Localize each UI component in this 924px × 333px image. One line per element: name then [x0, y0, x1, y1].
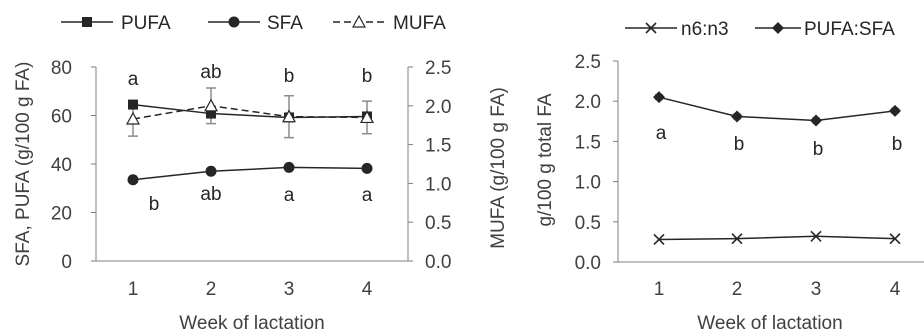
right-chart-y-tick-label: 1.5 [575, 132, 601, 153]
n6-n3-point [653, 233, 665, 246]
left-chart-y-tick-label: 60 [51, 107, 72, 128]
right-chart-x-tick-label: 3 [811, 279, 822, 300]
left-chart-right-tick-label: 1.0 [425, 174, 451, 195]
left-chart-x-tick-label: 1 [128, 279, 139, 300]
left-chart-y-tick-label: 20 [51, 204, 72, 225]
pufa-annotation: b [362, 66, 373, 87]
pufa-point [206, 108, 216, 119]
pufa-sfa-point [731, 110, 743, 123]
sfa-annotation: ab [200, 184, 221, 205]
mufa-point [125, 111, 141, 125]
pufa-sfa-annotation: b [813, 139, 824, 160]
right-chart-y-tick-label: 0.0 [575, 253, 601, 274]
legend-n6n3-label: n6:n3 [681, 19, 729, 40]
pufa-annotation: a [128, 69, 139, 90]
left-chart-right-tick-label: 0.0 [425, 252, 451, 273]
mufa-point [359, 110, 375, 124]
mufa-point [203, 98, 219, 112]
left-chart-y-tick-label: 80 [51, 58, 72, 79]
legend-pufa-sfa-label: PUFA:SFA [804, 19, 895, 40]
left-chart-x-tick-label: 3 [284, 279, 295, 300]
left-chart-y-tick-label: 0 [61, 252, 72, 273]
legend-pufa-label: PUFA [121, 13, 171, 34]
left-chart-right-axis-label: MUFA (g/100 g FA) [488, 87, 509, 249]
sfa-series-line [132, 166, 368, 181]
pufa-sfa-annotation: b [734, 134, 745, 155]
legend-n6n3-marker [645, 22, 657, 34]
pufa-sfa-point [653, 91, 665, 104]
right-chart-y-tick-label: 1.0 [575, 173, 601, 194]
right-chart-x-axis-label: Week of lactation [697, 313, 842, 333]
left-chart-x-tick-label: 4 [362, 279, 373, 300]
left-chart-right-tick-label: 1.5 [425, 136, 451, 157]
pufa-annotation: b [284, 66, 295, 87]
legend-sfa-label: SFA [267, 13, 303, 34]
legend-pufa-sfa-marker [772, 22, 784, 34]
pufa-point [128, 99, 138, 110]
sfa-point [361, 162, 373, 174]
pufa-sfa-series-line [658, 96, 896, 122]
pufa-sfa-annotation: a [656, 123, 667, 144]
mufa-point [281, 109, 297, 123]
legend-mufa-label: MUFA [393, 13, 446, 34]
right-chart-x-tick-label: 4 [890, 279, 901, 300]
n6-n3-point [731, 233, 743, 245]
right-chart-y-tick-label: 2.0 [575, 92, 601, 113]
pufa-sfa-point [810, 114, 822, 127]
legend-mufa-marker [351, 14, 367, 28]
left-chart-y-axis-label: SFA, PUFA (g/100 g FA) [13, 62, 34, 267]
left-chart-right-tick-label: 2.0 [425, 97, 451, 118]
right-chart-y-axis-label: g/100 g total FA [535, 93, 556, 226]
right-chart-x-tick-label: 2 [732, 279, 743, 300]
right-chart-x-tick-label: 1 [654, 279, 665, 300]
n6-n3-point [889, 233, 901, 245]
left-chart-x-tick-label: 2 [206, 279, 217, 300]
legend-sfa-marker [228, 16, 240, 28]
sfa-point [127, 174, 139, 186]
left-chart-x-axis-label: Week of lactation [179, 313, 324, 333]
sfa-annotation: b [149, 194, 160, 215]
left-chart-right-tick-label: 2.5 [425, 58, 451, 79]
left-chart-right-tick-label: 0.5 [425, 213, 451, 234]
pufa-series-line [132, 103, 368, 119]
pufa-annotation: ab [200, 62, 221, 83]
left-chart-y-tick-label: 40 [51, 155, 72, 176]
n6-n3-series-line [658, 235, 896, 241]
sfa-point [283, 161, 295, 173]
sfa-annotation: a [362, 185, 373, 206]
right-chart-y-tick-label: 2.5 [575, 52, 601, 73]
right-chart-y-tick-label: 0.5 [575, 213, 601, 234]
n6-n3-point [810, 230, 822, 242]
legend-pufa-marker [82, 17, 92, 27]
mufa-series-line [132, 105, 368, 120]
pufa-sfa-point [889, 104, 901, 117]
sfa-annotation: a [284, 185, 295, 206]
pufa-sfa-annotation: b [892, 134, 903, 155]
sfa-point [205, 165, 217, 177]
